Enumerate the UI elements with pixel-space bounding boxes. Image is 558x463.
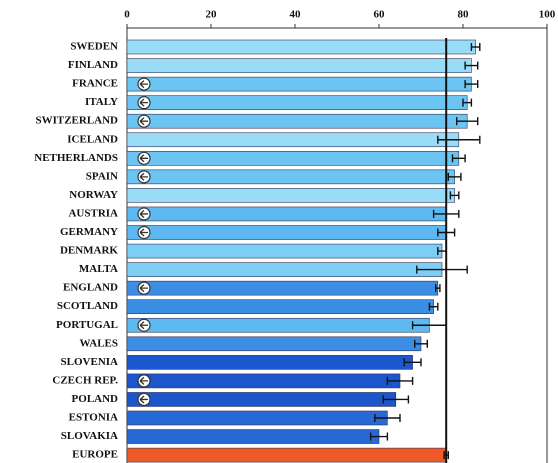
marker-arrow	[139, 395, 148, 404]
error-bar	[451, 154, 466, 163]
y-tick-label: NETHERLANDS	[34, 152, 118, 164]
y-tick-label: POLAND	[72, 393, 119, 405]
bar	[126, 392, 397, 407]
y-tick-label: DENMARK	[60, 245, 118, 257]
y-tick-label: SLOVENIA	[61, 356, 119, 368]
marker-arrow	[139, 172, 148, 181]
y-tick-label: MALTA	[79, 263, 118, 275]
y-tick-label: WALES	[79, 337, 118, 349]
y-tick-label: SWEDEN	[70, 41, 118, 53]
error-bar	[435, 284, 441, 293]
bar	[126, 76, 472, 92]
error-bar	[464, 80, 479, 89]
bar	[126, 132, 460, 148]
error-bar	[414, 339, 428, 348]
marker-arrow	[139, 154, 148, 163]
bar	[126, 113, 468, 129]
error-bar	[369, 432, 389, 441]
marker-arrow	[139, 98, 148, 107]
marker-arrow	[139, 228, 148, 237]
bar	[126, 206, 447, 222]
marker-arrow	[139, 209, 148, 218]
x-tick-label: 100	[539, 9, 556, 21]
bar	[126, 58, 472, 73]
x-tick-label: 60	[374, 9, 386, 21]
marker-arrow	[139, 117, 148, 126]
bar	[126, 429, 380, 444]
error-bar	[447, 172, 462, 181]
bar	[126, 262, 443, 277]
bar	[126, 243, 443, 259]
error-bar	[456, 117, 479, 126]
bar	[126, 299, 434, 315]
y-tick-label: FRANCE	[72, 78, 118, 90]
y-tick-label: SLOVAKIA	[61, 430, 118, 442]
y-tick-label: CZECH REP.	[52, 374, 118, 386]
y-tick-label: PORTUGAL	[56, 319, 118, 331]
y-tick-label: AUSTRIA	[68, 207, 118, 219]
error-bar	[437, 135, 481, 144]
bar	[126, 410, 388, 426]
bar	[126, 373, 401, 389]
bar	[126, 280, 439, 296]
y-tick-label: FINLAND	[68, 59, 118, 71]
y-tick-label: ITALY	[85, 96, 118, 108]
x-tick-label: 0	[124, 9, 130, 21]
error-bar	[449, 191, 460, 200]
bar	[126, 95, 468, 110]
x-tick-label: 80	[458, 9, 470, 21]
bar	[126, 317, 430, 333]
bar	[126, 447, 447, 463]
y-tick-label: SWITZERLAND	[35, 115, 118, 127]
bar	[126, 225, 447, 240]
y-tick-label: ESTONIA	[69, 412, 118, 424]
bar	[126, 39, 476, 55]
y-tick-label: SCOTLAND	[57, 300, 118, 312]
y-tick-label: EUROPE	[72, 449, 118, 461]
x-tick-label: 20	[206, 9, 218, 21]
bar	[126, 355, 413, 370]
y-tick-label: SPAIN	[86, 170, 118, 182]
x-tick-label: 40	[290, 9, 302, 21]
y-tick-label: NORWAY	[69, 189, 118, 201]
marker-arrow	[139, 284, 148, 293]
error-bar	[470, 43, 481, 51]
error-bar	[403, 358, 422, 367]
bar	[126, 188, 455, 203]
error-bar	[386, 376, 414, 385]
marker-arrow	[139, 376, 148, 385]
y-tick-label: ICELAND	[67, 133, 118, 145]
error-bar	[462, 98, 473, 107]
error-bar	[382, 395, 410, 404]
marker-arrow	[139, 321, 148, 330]
bar	[126, 151, 460, 166]
marker-arrow	[139, 80, 148, 89]
error-bar	[464, 61, 479, 70]
y-tick-label: ENGLAND	[63, 282, 118, 294]
bar	[126, 169, 455, 185]
error-bar	[374, 414, 401, 422]
y-tick-label: GERMANY	[60, 226, 118, 238]
error-bar	[416, 265, 468, 274]
bar	[126, 336, 422, 352]
error-bar	[428, 302, 439, 311]
